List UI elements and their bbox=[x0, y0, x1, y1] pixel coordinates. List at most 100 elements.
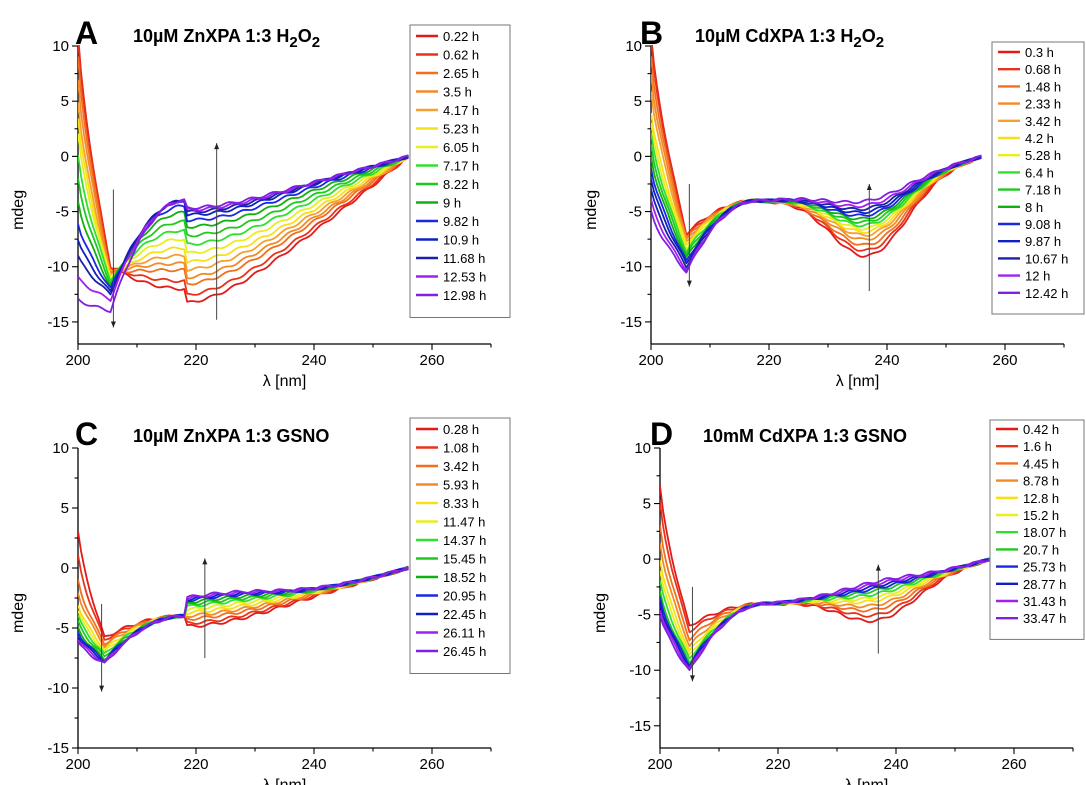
series-line bbox=[660, 502, 991, 634]
legend-label: 3.42 h bbox=[1025, 114, 1061, 129]
y-tick-label: -10 bbox=[620, 259, 642, 276]
series-line bbox=[78, 118, 410, 278]
legend-label: 3.5 h bbox=[443, 85, 472, 100]
y-tick-label: 5 bbox=[634, 93, 642, 110]
x-axis-label: λ [nm] bbox=[845, 777, 889, 785]
arrow-head bbox=[99, 685, 105, 692]
curves bbox=[78, 530, 409, 664]
panel-a: 200 220 240 260 10 5 0 -5 -10 -15 λ [nm] mdeg A 10µM … bbox=[10, 15, 511, 390]
series-line bbox=[660, 557, 991, 660]
legend-label: 6.4 h bbox=[1025, 165, 1054, 180]
curves bbox=[660, 485, 991, 671]
chart-title-part: 10µM CdXPA 1:3 H bbox=[695, 26, 853, 46]
y-tick-label: -15 bbox=[620, 314, 642, 331]
legend-label: 4.45 h bbox=[1023, 456, 1059, 471]
legend-label: 28.77 h bbox=[1023, 577, 1066, 592]
panel-letter: C bbox=[75, 416, 98, 452]
legend-label: 18.52 h bbox=[443, 570, 486, 585]
y-tick-label: 0 bbox=[634, 148, 642, 165]
legend-box bbox=[409, 417, 511, 674]
legend-label: 1.48 h bbox=[1025, 79, 1061, 94]
y-axis-label: mdeg bbox=[10, 593, 27, 633]
legend-label: 15.45 h bbox=[443, 552, 486, 567]
chart-title-part: O bbox=[298, 26, 312, 46]
legend-label: 10.67 h bbox=[1025, 251, 1068, 266]
series-line bbox=[78, 155, 409, 286]
series-line bbox=[660, 525, 991, 642]
y-tick-label: 0 bbox=[61, 148, 69, 165]
legend-label: 26.11 h bbox=[443, 626, 485, 641]
chart-title-part: O bbox=[862, 26, 876, 46]
x-axis-label: λ [nm] bbox=[263, 777, 307, 785]
y-tick-label: -5 bbox=[629, 204, 642, 221]
legend-label: 9.08 h bbox=[1025, 217, 1061, 232]
legend-label: 4.17 h bbox=[443, 103, 479, 118]
legend-label: 2.33 h bbox=[1025, 97, 1061, 112]
legend-label: 8 h bbox=[1025, 200, 1043, 215]
legend-label: 2.65 h bbox=[443, 66, 479, 81]
legend-label: 12 h bbox=[1025, 269, 1050, 284]
chart-title: 10mM CdXPA 1:3 GSNO bbox=[703, 426, 907, 446]
y-axis-label: mdeg bbox=[10, 190, 27, 230]
y-tick-label: -5 bbox=[638, 607, 651, 624]
x-tick-label: 220 bbox=[183, 352, 208, 369]
x-tick-label: 220 bbox=[183, 756, 208, 773]
legend-box bbox=[989, 419, 1085, 640]
legend-label: 22.45 h bbox=[443, 607, 486, 622]
y-tick-label: -15 bbox=[47, 740, 69, 757]
x-tick-label: 220 bbox=[756, 352, 781, 369]
arrow-head bbox=[866, 183, 872, 190]
arrow-head bbox=[686, 280, 692, 287]
panel-letter: B bbox=[640, 15, 663, 51]
y-tick-label: 10 bbox=[52, 440, 69, 457]
legend-label: 12.98 h bbox=[443, 288, 486, 303]
legend-label: 0.28 h bbox=[443, 422, 479, 437]
series-line bbox=[78, 565, 409, 664]
y-axis-label: mdeg bbox=[583, 190, 600, 230]
panel-c: 200 220 240 260 10 5 0 -5 -10 -15 λ [nm] mdeg C 10µM … bbox=[10, 416, 511, 785]
y-tick-label: 5 bbox=[61, 500, 69, 517]
chart-title-part: 2 bbox=[853, 34, 861, 51]
legend-label: 5.28 h bbox=[1025, 148, 1061, 163]
x-tick-label: 260 bbox=[992, 352, 1017, 369]
arrow-head bbox=[110, 321, 116, 328]
legend-label: 9.82 h bbox=[443, 214, 479, 229]
panel-b: 200 220 240 260 10 5 0 -5 -10 -15 λ [nm] mdeg B 10µM … bbox=[583, 15, 1085, 390]
legend-label: 4.2 h bbox=[1025, 131, 1054, 146]
series-line bbox=[660, 558, 991, 671]
series-line bbox=[651, 45, 982, 252]
arrow-head bbox=[214, 143, 220, 150]
legend-label: 10.9 h bbox=[443, 233, 479, 248]
chart-title-part: 10µM ZnXPA 1:3 H bbox=[133, 26, 289, 46]
x-tick-label: 260 bbox=[1001, 756, 1026, 773]
legend-label: 14.37 h bbox=[443, 533, 486, 548]
legend-label: 0.68 h bbox=[1025, 62, 1061, 77]
y-tick-label: 5 bbox=[643, 496, 651, 513]
y-tick-label: -10 bbox=[629, 662, 651, 679]
legend-label: 12.42 h bbox=[1025, 286, 1068, 301]
x-tick-label: 200 bbox=[638, 352, 663, 369]
series-line bbox=[651, 132, 982, 254]
legend-label: 9.87 h bbox=[1025, 234, 1061, 249]
legend-label: 12.53 h bbox=[443, 270, 486, 285]
y-tick-label: 5 bbox=[61, 93, 69, 110]
legend-label: 3.42 h bbox=[443, 459, 479, 474]
chart-title: 10µM ZnXPA 1:3 GSNO bbox=[133, 426, 329, 446]
legend-label: 5.23 h bbox=[443, 122, 479, 137]
legend-label: 11.47 h bbox=[443, 515, 485, 530]
series-line bbox=[651, 45, 982, 258]
legend-label: 1.08 h bbox=[443, 441, 479, 456]
legend-label: 5.93 h bbox=[443, 478, 479, 493]
series-line bbox=[660, 543, 991, 648]
x-tick-label: 200 bbox=[65, 352, 90, 369]
series-line bbox=[78, 45, 409, 296]
series-line bbox=[78, 45, 410, 303]
y-tick-label: 10 bbox=[634, 440, 651, 457]
legend-label: 25.73 h bbox=[1023, 560, 1066, 575]
chart-title-part: 2 bbox=[312, 34, 320, 51]
panel-letter: A bbox=[75, 15, 98, 51]
legend-label: 20.7 h bbox=[1023, 542, 1059, 557]
arrow-head bbox=[689, 675, 695, 682]
x-tick-label: 240 bbox=[301, 352, 326, 369]
